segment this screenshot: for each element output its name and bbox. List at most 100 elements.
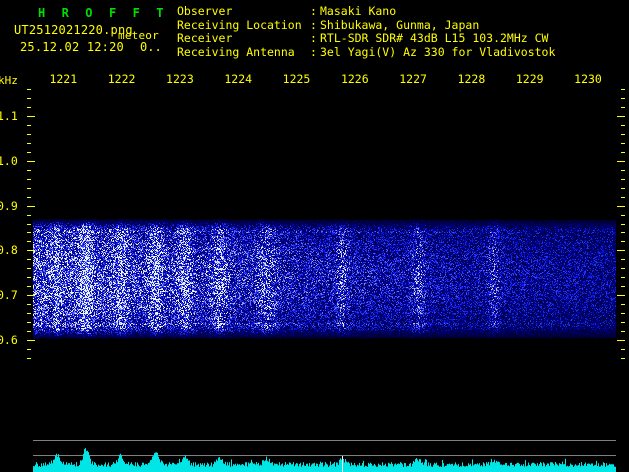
y-axis-minor-tick [621, 313, 625, 315]
y-axis-minor-tick [27, 268, 31, 270]
y-axis-minor-tick [27, 196, 31, 198]
y-axis-minor-tick [621, 232, 625, 234]
y-tick-label: 0.8 [0, 243, 18, 258]
y-axis-minor-tick [27, 187, 31, 189]
spectrogram-panel [0, 72, 629, 472]
y-axis-minor-tick [27, 97, 31, 99]
y-axis-minor-tick [621, 241, 625, 243]
y-axis-minor-tick [27, 241, 31, 243]
y-axis-minor-tick [621, 196, 625, 198]
y-axis-minor-tick [27, 313, 31, 315]
y-axis-minor-tick [27, 106, 31, 108]
y-axis-minor-tick [621, 277, 625, 279]
x-axis-tick-labels: 1221 1222 1223 1224 1225 1226 1227 1228 1229 1230 [0, 72, 629, 89]
y-axis-major-tick [617, 295, 625, 297]
y-axis-minor-tick [27, 304, 31, 306]
y-axis-minor-tick [621, 133, 625, 135]
y-axis-minor-tick [27, 322, 31, 324]
y-axis-minor-tick [27, 142, 31, 144]
y-axis-minor-tick [27, 349, 31, 351]
y-axis-minor-tick [27, 124, 31, 126]
y-axis-minor-tick [621, 214, 625, 216]
y-axis-minor-tick [27, 331, 31, 333]
metadata-key: Receiving Location [177, 17, 302, 32]
y-axis-minor-tick [27, 169, 31, 171]
y-axis-major-tick [27, 295, 35, 297]
metadata-row: Receiver: RTL-SDR SDR# 43dB L15 103.2MHz … [177, 31, 555, 46]
filename-label: UT2512021220.png [14, 23, 133, 37]
hrofft-window: H R O F F T UT2512021220.png meteor 25.1… [0, 4, 629, 472]
metadata-separator: : [310, 31, 317, 46]
metadata-key: Receiver [177, 31, 233, 46]
metadata-value: Shibukawa, Gunma, Japan [320, 17, 480, 32]
metadata-row: Receiving Antenna:3el Yagi(V) Az 330 for… [177, 44, 556, 60]
y-axis-major-tick [27, 160, 35, 162]
x-tick-label: 1222 [107, 72, 136, 86]
x-tick-label: 1228 [457, 72, 486, 86]
y-axis-minor-tick [27, 358, 31, 359]
metadata-separator: : [310, 17, 317, 32]
x-tick-label: 1227 [399, 72, 427, 86]
y-axis-minor-tick [27, 277, 31, 279]
y-axis-minor-tick [621, 178, 625, 180]
metadata-value: Masaki Kano [320, 4, 397, 18]
x-tick-label: 1229 [515, 72, 544, 86]
y-axis-major-tick [617, 205, 625, 207]
observation-metadata: Observer: Masaki Kano Receiving Location: S… [177, 4, 556, 60]
y-axis-minor-tick [621, 97, 625, 99]
datestamp-extra-label: 0.. [140, 40, 162, 54]
y-axis-minor-tick [621, 259, 625, 261]
y-axis-minor-tick [621, 331, 625, 333]
metadata-separator: : [310, 4, 317, 18]
spectrogram-canvas [33, 161, 616, 430]
metadata-separator: : [310, 44, 317, 59]
y-tick-label: 1.0 [0, 153, 18, 168]
metadata-key: Receiving Antenna [177, 44, 295, 59]
y-axis-minor-tick [27, 232, 31, 234]
y-axis-minor-tick [27, 259, 31, 261]
y-tick-label: 0.9 [0, 198, 18, 213]
y-axis-minor-tick [621, 151, 625, 153]
y-axis-minor-tick [27, 214, 31, 216]
metadata-value: 3el Yagi(V) Az 330 for Vladivostok [320, 44, 556, 59]
x-tick-label: 1225 [282, 72, 311, 86]
y-axis-minor-tick [27, 133, 31, 135]
metadata-value: RTL-SDR SDR# 43dB L15 103.2MHz CW [320, 31, 549, 46]
y-axis-major-tick [617, 160, 625, 162]
y-axis-tick-labels: 1.1 1.0 0.9 0.8 0.7 0.6 [0, 72, 30, 400]
y-axis-major-tick [27, 115, 35, 117]
x-tick-label: 1226 [340, 72, 369, 86]
metadata-row: Receiving Location: Shibukawa, Gunma, Jap… [177, 17, 555, 33]
y-axis-minor-tick [621, 286, 625, 288]
y-axis-minor-tick [621, 142, 625, 144]
x-tick-label: 1221 [49, 72, 78, 86]
y-axis-minor-tick [621, 223, 625, 225]
y-tick-label: 1.1 [0, 108, 18, 123]
metadata-key: Observer [177, 4, 233, 18]
y-axis-minor-tick [621, 187, 625, 189]
y-axis-tick-marks-right [617, 72, 629, 400]
y-axis-minor-tick [27, 223, 31, 225]
y-axis-minor-tick [621, 322, 625, 324]
y-axis-minor-tick [27, 89, 31, 90]
y-axis-minor-tick [27, 286, 31, 288]
y-axis-major-tick [27, 205, 35, 207]
y-axis-minor-tick [621, 268, 625, 270]
x-tick-label: 1230 [574, 72, 602, 86]
datestamp-label: 25.12.02 12:20 [20, 40, 124, 54]
y-axis-unit-label: kHz [0, 74, 18, 87]
y-axis-minor-tick [27, 151, 31, 153]
y-axis-major-tick [617, 115, 625, 117]
y-axis-major-tick [617, 250, 625, 252]
y-axis-minor-tick [621, 349, 625, 351]
y-axis-minor-tick [621, 169, 625, 171]
y-axis-minor-tick [621, 358, 625, 359]
y-axis-minor-tick [621, 124, 625, 126]
y-tick-label: 0.6 [0, 333, 18, 348]
y-axis-minor-tick [621, 304, 625, 306]
y-axis-tick-marks-left [27, 72, 39, 400]
y-axis-minor-tick [621, 89, 625, 90]
x-tick-label: 1224 [224, 72, 253, 86]
overlay-keyword-label: meteor [118, 29, 159, 42]
y-axis-major-tick [27, 250, 35, 252]
